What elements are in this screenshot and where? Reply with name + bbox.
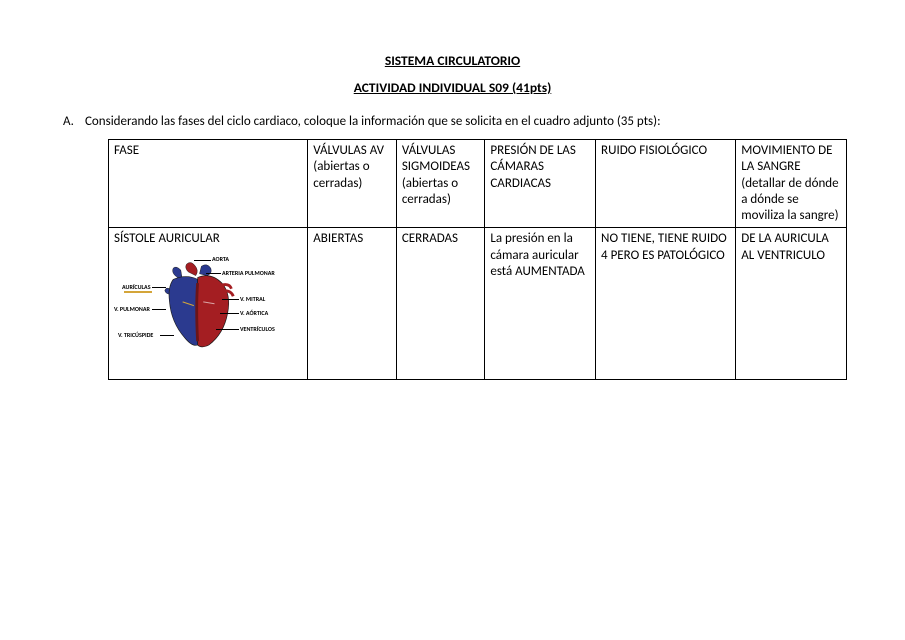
cardiac-table: FASE VÁLVULAS AV (abiertas o cerradas) V… — [108, 139, 847, 380]
lbl-v-aortica: V. AÓRTICA — [240, 310, 268, 318]
lbl-v-mitral: V. MITRAL — [240, 296, 265, 304]
td-fase: SÍSTOLE AURICULAR — [109, 228, 308, 380]
instruction: A. Considerando las fases del ciclo card… — [58, 114, 847, 129]
table-header-row: FASE VÁLVULAS AV (abiertas o cerradas) V… — [109, 140, 847, 228]
instruction-text: Considerando las fases del ciclo cardiac… — [85, 114, 847, 129]
phase-label: SÍSTOLE AURICULAR — [114, 231, 220, 246]
doc-subtitle: ACTIVIDAD INDIVIDUAL S09 (41pts) — [58, 79, 847, 96]
lbl-v-pulmonar: V. PULMONAR — [114, 306, 150, 314]
table-container: FASE VÁLVULAS AV (abiertas o cerradas) V… — [58, 139, 847, 380]
th-av: VÁLVULAS AV (abiertas o cerradas) — [308, 140, 397, 228]
th-sigmoideas: VÁLVULAS SIGMOIDEAS (abiertas o cerradas… — [396, 140, 485, 228]
heart-diagram: AORTA ARTERIA PULMONAR AURÍCULAS V. PULM… — [114, 254, 292, 364]
td-movement: DE LA AURICULA AL VENTRICULO — [736, 228, 847, 380]
doc-title: SISTEMA CIRCULATORIO — [58, 52, 847, 69]
table-row: SÍSTOLE AURICULAR — [109, 228, 847, 380]
td-sound: NO TIENE, TIENE RUIDO 4 PERO ES PATOLÓGI… — [596, 228, 736, 380]
td-av: ABIERTAS — [308, 228, 397, 380]
lbl-ventriculos: VENTRÍCULOS — [240, 326, 275, 334]
td-sig: CERRADAS — [396, 228, 485, 380]
td-pressure: La presión en la cámara auricular está A… — [485, 228, 596, 380]
instruction-letter: A. — [63, 114, 85, 129]
th-movimiento: MOVIMIENTO DE LA SANGRE (detallar de dón… — [736, 140, 847, 228]
lbl-v-tricuspide: V. TRICÚSPIDE — [118, 332, 153, 340]
th-fase: FASE — [109, 140, 308, 228]
th-ruido: RUIDO FISIOLÓGICO — [596, 140, 736, 228]
document-page: SISTEMA CIRCULATORIO ACTIVIDAD INDIVIDUA… — [0, 0, 905, 380]
lbl-aorta: AORTA — [212, 256, 229, 264]
th-presion: PRESIÓN DE LAS CÁMARAS CARDIACAS — [485, 140, 596, 228]
lbl-arteria-pulmonar: ARTERIA PULMONAR — [222, 270, 275, 278]
